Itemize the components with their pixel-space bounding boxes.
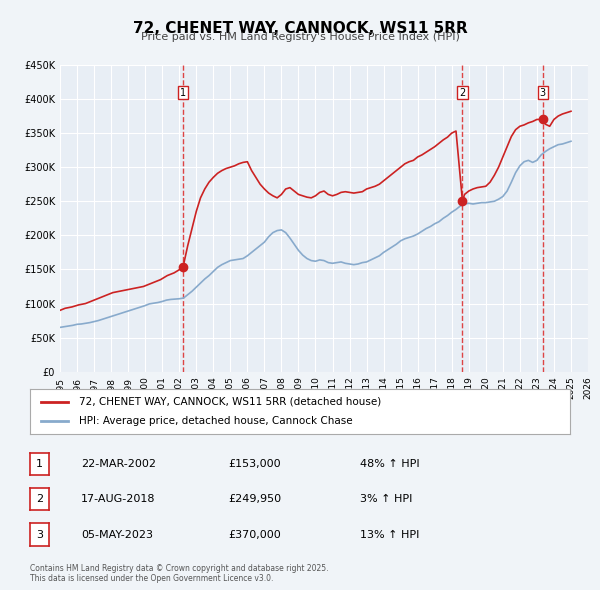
- Text: 13% ↑ HPI: 13% ↑ HPI: [360, 530, 419, 539]
- Text: 17-AUG-2018: 17-AUG-2018: [81, 494, 155, 504]
- Text: 05-MAY-2023: 05-MAY-2023: [81, 530, 153, 539]
- Text: 1: 1: [36, 459, 43, 468]
- Text: 3: 3: [539, 87, 546, 97]
- Text: 72, CHENET WAY, CANNOCK, WS11 5RR: 72, CHENET WAY, CANNOCK, WS11 5RR: [133, 21, 467, 35]
- Text: 2: 2: [36, 494, 43, 504]
- Text: 22-MAR-2002: 22-MAR-2002: [81, 459, 156, 468]
- Text: 1: 1: [180, 87, 186, 97]
- Text: 2: 2: [460, 87, 466, 97]
- Text: £153,000: £153,000: [228, 459, 281, 468]
- Text: £370,000: £370,000: [228, 530, 281, 539]
- Text: 3% ↑ HPI: 3% ↑ HPI: [360, 494, 412, 504]
- Text: 3: 3: [36, 530, 43, 539]
- Text: Price paid vs. HM Land Registry's House Price Index (HPI): Price paid vs. HM Land Registry's House …: [140, 32, 460, 42]
- Text: HPI: Average price, detached house, Cannock Chase: HPI: Average price, detached house, Cann…: [79, 417, 352, 426]
- Text: £249,950: £249,950: [228, 494, 281, 504]
- Text: 48% ↑ HPI: 48% ↑ HPI: [360, 459, 419, 468]
- Text: 72, CHENET WAY, CANNOCK, WS11 5RR (detached house): 72, CHENET WAY, CANNOCK, WS11 5RR (detac…: [79, 397, 381, 407]
- Text: Contains HM Land Registry data © Crown copyright and database right 2025.
This d: Contains HM Land Registry data © Crown c…: [30, 563, 329, 583]
